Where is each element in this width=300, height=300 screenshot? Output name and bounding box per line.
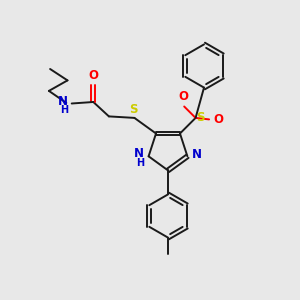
Text: S: S <box>196 111 205 124</box>
Text: O: O <box>88 69 98 82</box>
Text: H: H <box>60 105 68 115</box>
Text: O: O <box>214 113 224 126</box>
Text: H: H <box>136 158 144 168</box>
Text: N: N <box>134 147 144 161</box>
Text: O: O <box>178 90 189 103</box>
Text: N: N <box>192 148 202 161</box>
Text: S: S <box>129 103 138 116</box>
Text: N: N <box>58 94 68 108</box>
